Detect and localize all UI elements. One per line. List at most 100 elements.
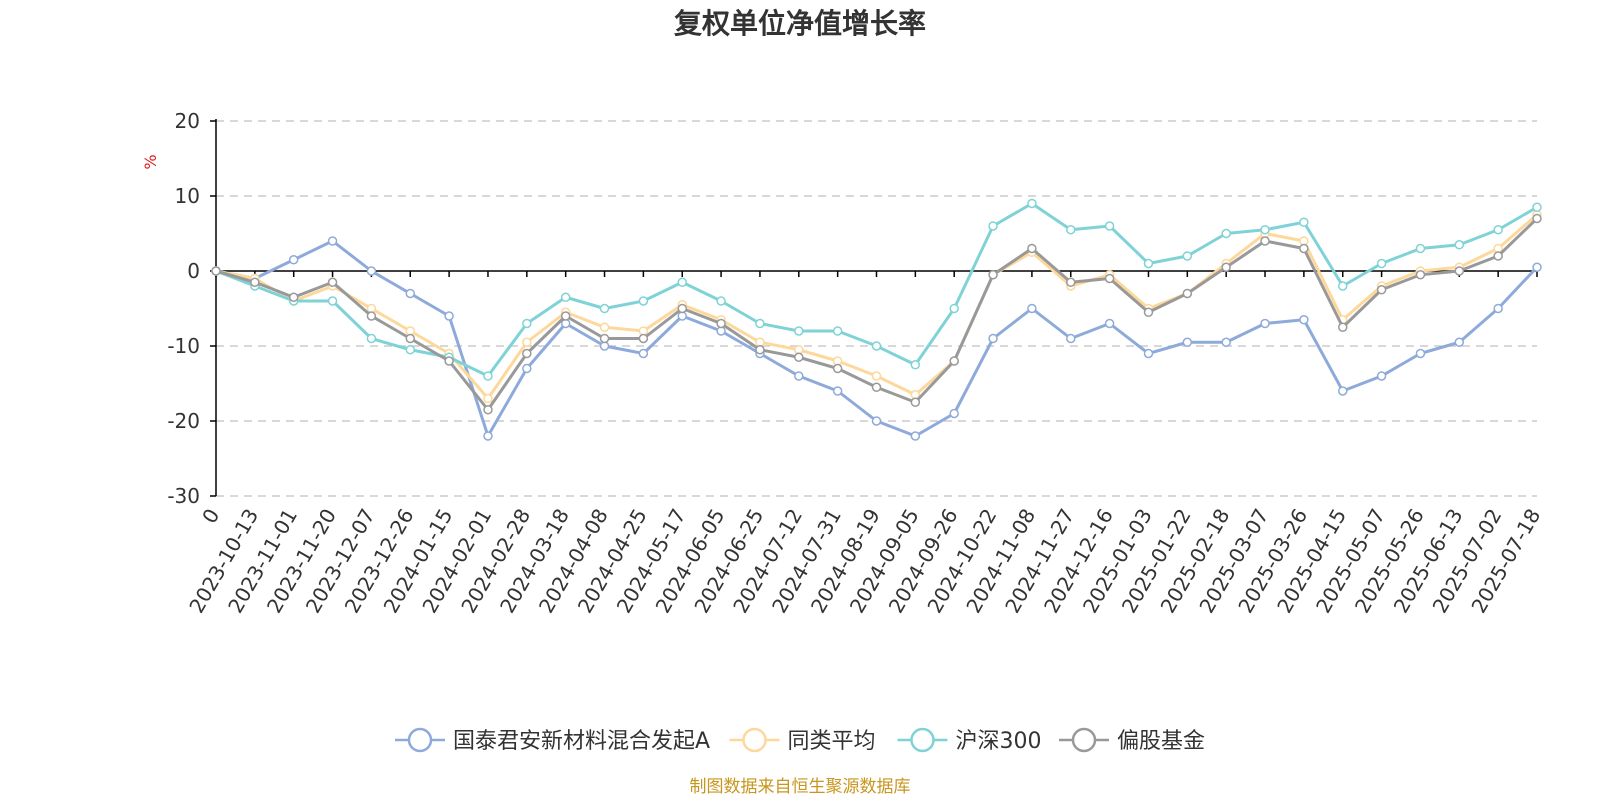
data-point (483, 371, 493, 381)
data-point (1337, 386, 1348, 396)
data-point (483, 405, 493, 415)
legend-item[interactable]: 同类平均 (729, 727, 876, 754)
y-tick-label: -20 (167, 409, 200, 433)
data-point (949, 303, 959, 314)
data-point (1143, 307, 1154, 317)
data-point (444, 311, 454, 321)
data-point (1493, 225, 1503, 235)
data-point (1299, 217, 1309, 227)
data-point (638, 348, 649, 359)
data-point (794, 371, 804, 381)
data-point (1260, 236, 1270, 246)
data-point (832, 363, 843, 374)
legend-label: 同类平均 (788, 729, 876, 754)
data-point (677, 303, 687, 314)
data-point (483, 393, 493, 404)
data-point (1493, 251, 1503, 261)
data-point (949, 356, 959, 366)
series-3 (211, 213, 1542, 415)
data-point (755, 345, 765, 355)
data-point (1299, 243, 1309, 254)
data-point (599, 303, 610, 314)
data-point (1027, 198, 1037, 209)
data-point (988, 333, 998, 344)
data-point (871, 416, 882, 426)
data-point (444, 356, 454, 366)
data-point (483, 431, 493, 441)
data-point (366, 311, 377, 321)
data-point (1337, 281, 1348, 291)
data-point (1027, 243, 1037, 254)
series-line (214, 213, 1539, 400)
data-point (1221, 262, 1231, 272)
data-point (871, 371, 882, 381)
data-point (599, 333, 610, 344)
data-point (1104, 221, 1115, 231)
data-point (1066, 225, 1076, 235)
data-point (949, 408, 959, 419)
legend-marker (742, 727, 767, 753)
legend-label: 偏股基金 (1117, 729, 1205, 754)
data-point (1104, 318, 1115, 329)
data-point (1415, 348, 1426, 359)
data-point (755, 318, 765, 329)
data-point (1415, 243, 1426, 254)
data-point (366, 333, 377, 344)
data-point (832, 326, 843, 336)
data-point (716, 296, 726, 306)
data-point (716, 318, 726, 329)
source-note: 制图数据来自恒生聚源数据库 (690, 777, 911, 797)
data-point (638, 296, 649, 306)
legend-item[interactable]: 国泰君安新材料混合发起A (395, 727, 710, 754)
legend-marker (910, 727, 935, 753)
data-point (1143, 348, 1154, 359)
data-point (1493, 303, 1503, 314)
data-point (871, 341, 882, 351)
data-point (910, 397, 921, 407)
series-0 (211, 236, 1542, 441)
legend-item[interactable]: 沪深300 (897, 727, 1042, 754)
data-point (988, 270, 998, 280)
data-point (1182, 337, 1193, 347)
y-tick-label: 10 (175, 184, 200, 208)
data-point (405, 345, 416, 355)
data-point (1104, 273, 1115, 284)
data-point (522, 337, 532, 347)
y-tick-label: -10 (167, 334, 200, 358)
data-point (1454, 266, 1465, 276)
data-point (1299, 315, 1309, 325)
data-point (405, 288, 416, 299)
legend-item[interactable]: 偏股基金 (1059, 727, 1205, 754)
data-point (1454, 240, 1465, 250)
series-lines (211, 198, 1542, 441)
data-point (522, 348, 532, 359)
data-point (560, 311, 571, 321)
data-point (1376, 285, 1387, 295)
data-point (1027, 303, 1037, 314)
data-point (1221, 337, 1231, 347)
data-point (1376, 371, 1387, 381)
data-point (988, 221, 998, 231)
legend[interactable]: 国泰君安新材料混合发起A 同类平均 沪深300 偏股基金 (395, 727, 1205, 754)
legend-label: 沪深300 (956, 729, 1042, 754)
data-point (1221, 228, 1231, 239)
data-point (832, 386, 843, 396)
x-tick-label: 0 (197, 505, 224, 528)
data-point (211, 266, 221, 276)
data-point (794, 352, 804, 362)
data-point (871, 382, 882, 392)
data-point (327, 296, 338, 306)
data-point (1182, 288, 1193, 299)
data-point (327, 277, 338, 287)
data-point (1260, 225, 1270, 235)
chart-title: 复权单位净值增长率 (674, 7, 926, 40)
data-point (1415, 270, 1426, 280)
data-point (522, 363, 532, 374)
data-point (560, 292, 571, 302)
data-point (1066, 277, 1076, 287)
data-point (1376, 258, 1387, 269)
y-tick-label: -30 (167, 484, 200, 508)
data-point (250, 277, 260, 287)
y-axis-unit: % (141, 154, 160, 169)
